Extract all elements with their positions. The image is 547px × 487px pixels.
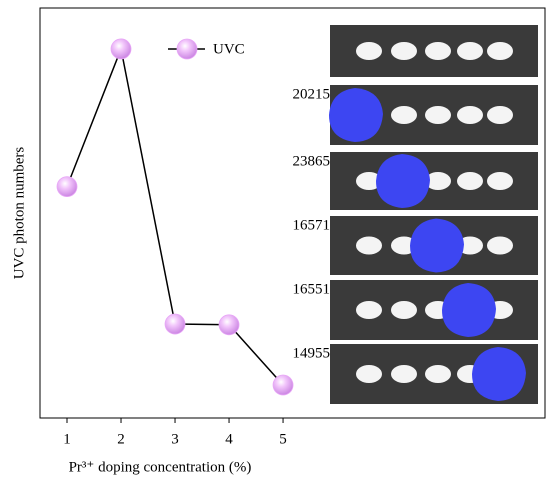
photo-spot <box>425 172 451 190</box>
photo-blob <box>329 88 383 142</box>
y-axis-label: UVC photon numbers <box>11 147 27 280</box>
photo-spot <box>356 236 382 255</box>
line <box>66 46 284 386</box>
photo-spot <box>356 365 382 383</box>
legend-marker <box>176 38 198 60</box>
photo-spot <box>457 172 483 190</box>
photo-spot <box>356 301 382 319</box>
photo-blob <box>410 218 464 273</box>
x-tick-label: 2 <box>117 431 125 447</box>
photo-spot <box>487 106 513 124</box>
marker <box>218 314 240 336</box>
photo-value-label: 16571 <box>293 217 331 233</box>
photo-blob <box>376 154 430 208</box>
marker <box>110 38 132 60</box>
x-tick-label: 5 <box>279 431 287 447</box>
photo-spot <box>487 172 513 190</box>
photo-value-label: 16551 <box>293 281 331 297</box>
photo-value-label: 23865 <box>293 153 331 169</box>
photo-spot <box>457 42 483 60</box>
photo-spot <box>356 42 382 60</box>
photo-spot <box>425 365 451 383</box>
marker <box>272 374 294 396</box>
photo-spot <box>425 106 451 124</box>
photo-spot <box>391 301 417 319</box>
marker <box>164 313 186 335</box>
x-axis-label: Pr³⁺ doping concentration (%) <box>69 459 252 475</box>
photo-value-label: 20215 <box>293 86 331 102</box>
photo-blob <box>442 283 496 337</box>
photo-spot <box>391 42 417 60</box>
photo-panel <box>329 25 538 404</box>
photo-spot <box>425 42 451 60</box>
photo-spot <box>457 106 483 124</box>
photo-spot <box>487 42 513 60</box>
x-tick-label: 1 <box>63 431 71 447</box>
x-tick-label: 4 <box>225 431 233 447</box>
photo-value-label: 14955 <box>293 345 331 361</box>
photo-spot <box>356 172 382 190</box>
x-tick-label: 3 <box>171 431 179 447</box>
photo-spot <box>391 106 417 124</box>
photo-blob <box>472 347 526 401</box>
photo-spot <box>391 365 417 383</box>
legend-label: UVC <box>213 41 245 57</box>
marker <box>56 176 78 197</box>
photo-spot <box>487 236 513 255</box>
plot-frame <box>39 7 546 419</box>
